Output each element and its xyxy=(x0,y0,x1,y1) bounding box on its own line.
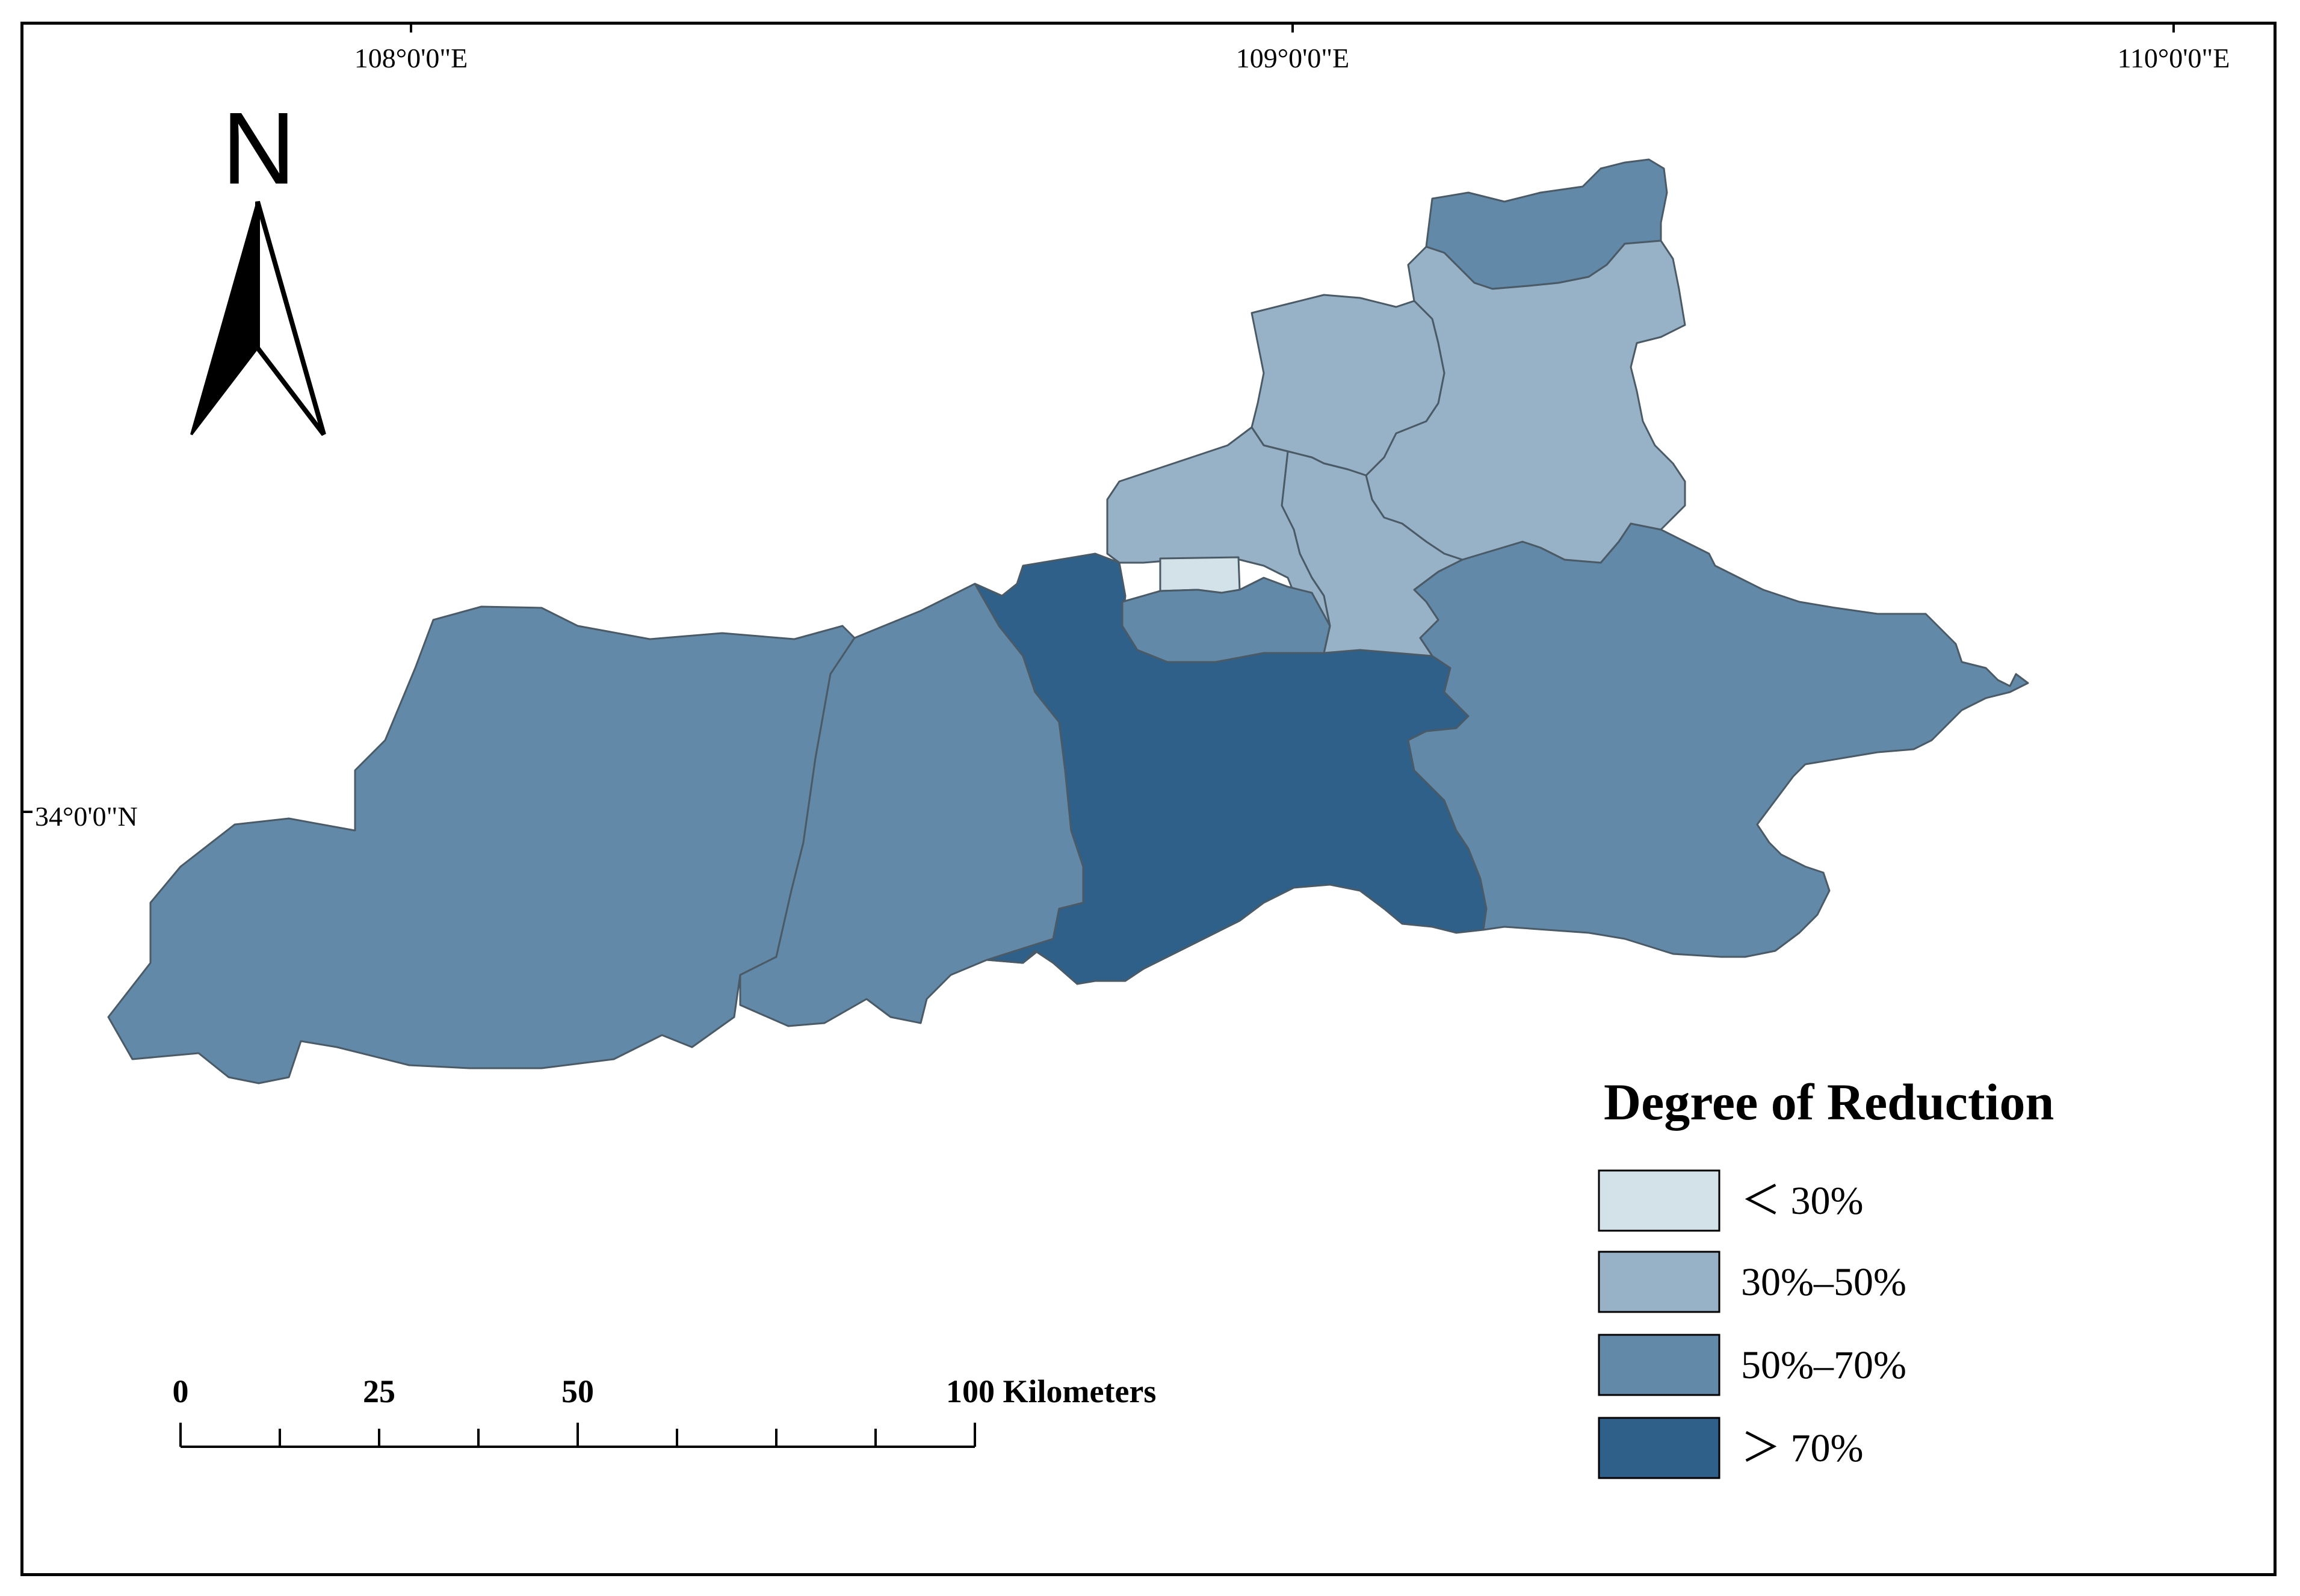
latitude-label-34: 34°0'0"N xyxy=(35,801,138,832)
legend-label-50-70: 50%–70% xyxy=(1741,1343,1906,1387)
scale-bar: 0 25 50 100 Kilometers xyxy=(173,1373,1156,1448)
north-arrow-right-half xyxy=(255,200,326,436)
north-letter: N xyxy=(222,91,296,206)
graticule: 108°0'0"E 109°0'0"E 110°0'0"E 34°0'0"N xyxy=(20,22,2230,832)
region-north-west-district xyxy=(1250,294,1445,477)
legend-swatch-50-70 xyxy=(1598,1334,1720,1396)
region-city-center-district xyxy=(1159,556,1241,594)
scale-label-0: 0 xyxy=(173,1373,189,1409)
region-layer xyxy=(107,158,2029,1084)
region-city-south-district xyxy=(1121,577,1331,663)
legend-swatch-lt30 xyxy=(1598,1169,1720,1232)
legend: Degree of Reduction ＜ 30% 30%–50% 50%–70… xyxy=(1598,1073,2054,1479)
region-west-county xyxy=(107,605,856,1084)
longitude-label-110: 110°0'0"E xyxy=(2118,43,2230,73)
north-arrow-left-half xyxy=(190,201,259,436)
legend-swatch-30-50 xyxy=(1598,1251,1720,1313)
legend-title: Degree of Reduction xyxy=(1604,1073,2054,1131)
legend-label-30-50: 30%–50% xyxy=(1741,1260,1906,1304)
legend-label-lt30: ＜ 30% xyxy=(1741,1179,1863,1223)
scale-label-25: 25 xyxy=(363,1373,395,1409)
north-arrow: N xyxy=(190,91,326,436)
longitude-label-109: 109°0'0"E xyxy=(1236,43,1350,73)
legend-swatch-gt70 xyxy=(1598,1417,1720,1479)
scale-label-100: 100 Kilometers xyxy=(946,1373,1156,1409)
scale-label-50: 50 xyxy=(561,1373,594,1409)
legend-label-gt70: ＞ 70% xyxy=(1741,1426,1863,1470)
longitude-label-108: 108°0'0"E xyxy=(354,43,468,73)
region-east-county xyxy=(1407,522,2029,958)
